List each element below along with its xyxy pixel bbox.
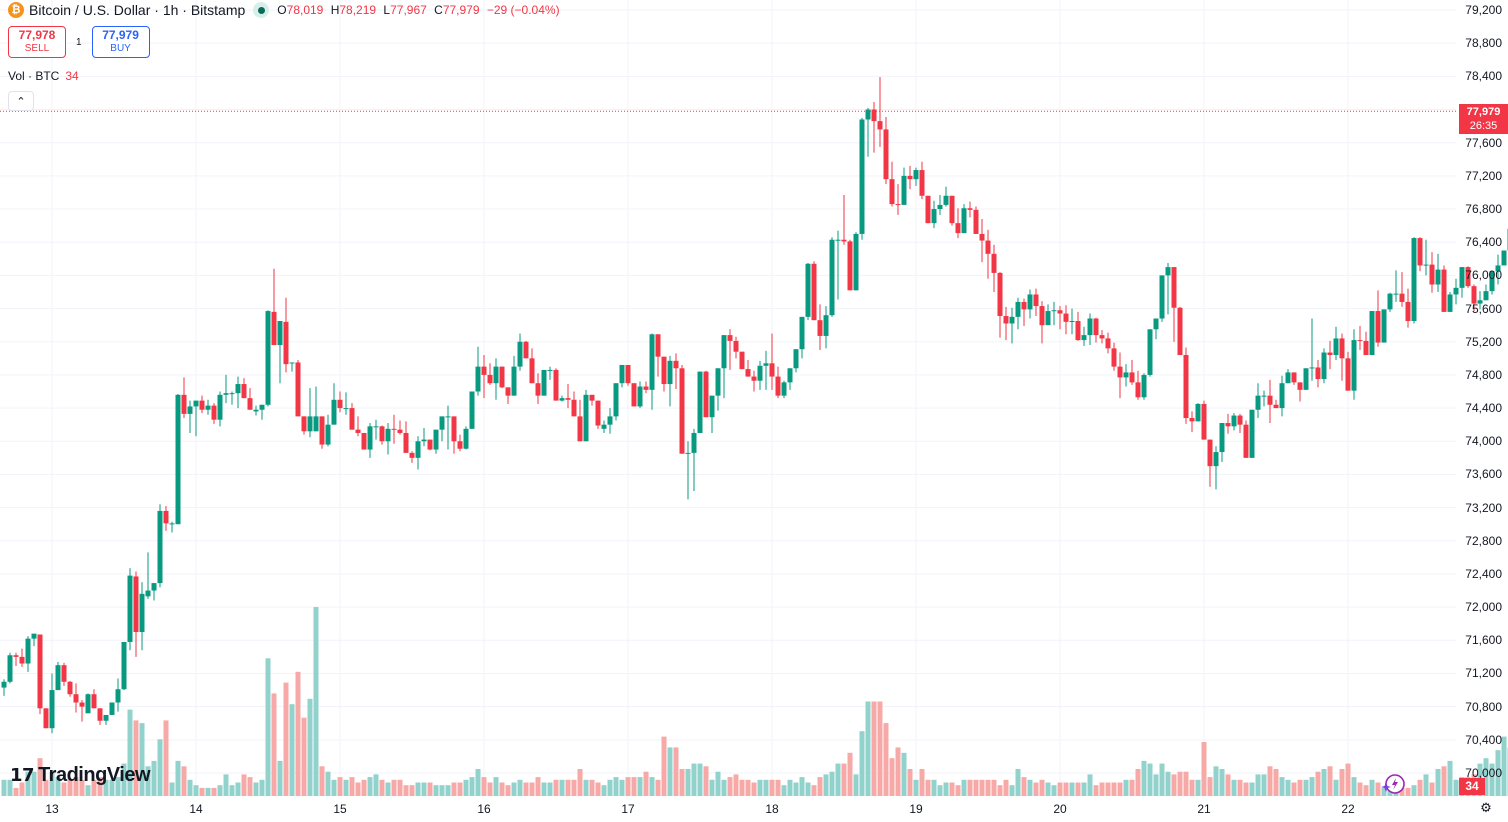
price-axis-label: 74,000 <box>1465 434 1502 449</box>
time-axis-label: 16 <box>477 802 491 816</box>
time-axis-label: 14 <box>189 802 203 816</box>
volume-value-tag: 34 <box>1459 778 1485 795</box>
price-axis-label: 78,800 <box>1465 36 1502 51</box>
time-axis-label: 17 <box>621 802 635 816</box>
price-axis-label: 70,800 <box>1465 699 1502 714</box>
price-axis-label: 77,200 <box>1465 168 1502 183</box>
price-axis-label: 77,600 <box>1465 135 1502 150</box>
price-axis-label: 70,000 <box>1465 766 1502 780</box>
price-axis-label: 72,400 <box>1465 566 1502 581</box>
price-axis-label: 73,200 <box>1465 500 1502 515</box>
buy-button[interactable]: 77,979 BUY <box>91 26 150 58</box>
volume-legend[interactable]: Vol · BTC 34 <box>8 69 79 83</box>
time-axis-label: 19 <box>909 802 923 816</box>
time-axis-label: 20 <box>1053 802 1067 816</box>
tradingview-logo-icon: 17 <box>10 765 35 786</box>
price-axis-label: 74,800 <box>1465 367 1502 382</box>
market-status-icon[interactable] <box>253 2 270 18</box>
symbol-legend: ₿ Bitcoin / U.S. Dollar · 1h · Bitstamp … <box>8 2 564 18</box>
volume-bars <box>1 607 1508 796</box>
collapse-legend-button[interactable]: ⌃ <box>8 91 34 111</box>
time-axis-label: 22 <box>1341 802 1355 816</box>
time-axis-label: 13 <box>45 802 59 816</box>
price-axis-label: 74,400 <box>1465 401 1502 416</box>
tradingview-logo[interactable]: 17 TradingView <box>10 764 151 786</box>
trade-panel: 77,978 SELL 1 77,979 BUY <box>8 26 150 58</box>
price-axis-label: 76,000 <box>1465 268 1502 283</box>
price-axis-label: 79,200 <box>1465 3 1502 17</box>
price-axis-label: 70,400 <box>1465 732 1502 747</box>
sell-button[interactable]: 77,978 SELL <box>8 26 66 58</box>
price-change: −29 (−0.04%) <box>486 3 560 17</box>
chevron-up-icon: ⌃ <box>16 95 26 108</box>
price-axis-label: 71,200 <box>1465 666 1502 681</box>
time-axis-label: 15 <box>333 802 347 816</box>
ai-assistant-icon[interactable] <box>1380 772 1406 798</box>
ohlc-values: O78,019 H78,219 L77,967 C77,979 −29 (−0.… <box>277 3 560 17</box>
bitcoin-icon: ₿ <box>8 2 24 18</box>
chart-grid <box>0 0 1456 796</box>
settings-gear-icon[interactable]: ⚙ <box>1480 800 1492 815</box>
price-axis-label: 76,800 <box>1465 202 1502 217</box>
candlestick-series <box>1 77 1508 734</box>
price-axis-label: 73,600 <box>1465 467 1502 482</box>
time-axis-label: 21 <box>1197 802 1211 816</box>
price-axis-label: 71,600 <box>1465 633 1502 648</box>
price-axis-label: 75,200 <box>1465 334 1502 349</box>
price-axis-label: 78,400 <box>1465 69 1502 84</box>
price-axis-label: 72,000 <box>1465 600 1502 615</box>
symbol-title[interactable]: Bitcoin / U.S. Dollar · 1h · Bitstamp <box>29 2 246 18</box>
time-axis-label: 18 <box>765 802 779 816</box>
price-axis-label: 72,800 <box>1465 533 1502 548</box>
price-axis-label: 76,400 <box>1465 235 1502 250</box>
last-price-tag: 77,979 26:35 <box>1459 104 1508 134</box>
price-axis-label: 75,600 <box>1465 301 1502 316</box>
spread-value: 1 <box>76 36 82 48</box>
